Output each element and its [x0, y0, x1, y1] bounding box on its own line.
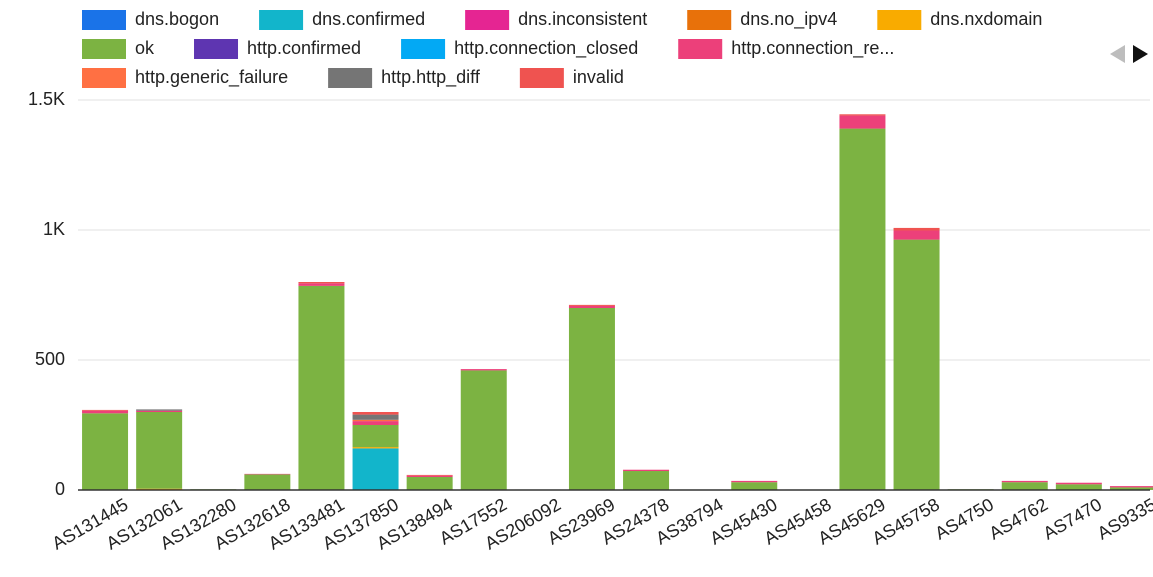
bar-segment [352, 421, 399, 425]
bar-segment [839, 114, 886, 116]
legend-swatch [82, 39, 126, 59]
legend-swatch [877, 10, 922, 30]
bar-segment [82, 409, 129, 411]
legend-swatch [519, 68, 564, 88]
bar-segment [298, 285, 345, 490]
legend-label: dns.bogon [135, 9, 219, 29]
bar-segment [406, 477, 453, 490]
bar-segment [352, 414, 399, 420]
bar-segment [1109, 486, 1153, 488]
legend-swatch [678, 39, 723, 59]
legend-swatch [259, 10, 304, 30]
legend-label: dns.inconsistent [518, 9, 647, 29]
legend-label: dns.no_ipv4 [740, 9, 837, 30]
bar-segment [298, 282, 345, 284]
bar-segment [352, 419, 399, 422]
legend-prev[interactable] [1110, 45, 1125, 63]
bar-segment [136, 410, 183, 412]
bar-segment [893, 239, 940, 490]
bar-segment [352, 425, 399, 448]
bar-segment [460, 369, 507, 371]
bar-segment [1055, 484, 1102, 490]
bar-segment [82, 410, 129, 414]
bar-segment [298, 283, 345, 286]
legend-label: http.connection_re... [731, 38, 894, 59]
bar-segment [406, 474, 453, 476]
legend-swatch [401, 39, 446, 59]
bar-segment [568, 308, 615, 490]
y-tick-label: 0 [55, 479, 65, 499]
x-tick-label: AS7470 [1040, 494, 1105, 543]
bar-segment [352, 448, 399, 490]
bar-segment [352, 412, 399, 415]
bar-segment [244, 474, 291, 490]
bar-segment [1001, 482, 1048, 490]
bar-segment [839, 128, 886, 490]
bar-segment [568, 305, 615, 308]
legend-swatch [82, 68, 126, 88]
legend-swatch [687, 10, 732, 30]
legend-label: http.confirmed [247, 38, 361, 58]
y-tick-label: 1K [43, 219, 65, 239]
bar-segment [460, 370, 507, 490]
bar-segment [82, 413, 129, 490]
legend-label: http.connection_closed [454, 38, 638, 59]
legend-next[interactable] [1133, 45, 1148, 63]
bar-segment [623, 471, 670, 490]
x-tick-label: AS4762 [986, 494, 1051, 543]
bar-segment [136, 412, 183, 489]
bar-segment [1055, 482, 1102, 485]
legend-label: http.generic_failure [135, 67, 288, 88]
y-tick-label: 1.5K [28, 89, 65, 109]
bar-segment [893, 230, 940, 240]
legend-label: ok [135, 38, 155, 58]
bar-segment [1109, 487, 1153, 490]
bar-segment [1001, 480, 1048, 483]
bar-segment [568, 304, 615, 306]
legend-label: http.http_diff [381, 67, 481, 88]
legend-swatch [328, 68, 373, 88]
x-tick-label: AS9335 [1094, 494, 1153, 543]
bar-segment [352, 447, 399, 449]
bar-segment [244, 473, 291, 475]
bar-segment [731, 482, 778, 490]
legend-label: dns.nxdomain [930, 9, 1042, 29]
y-tick-label: 500 [35, 349, 65, 369]
bar-segment [893, 227, 940, 231]
x-tick-label: AS4750 [932, 494, 997, 543]
legend-label: dns.confirmed [312, 9, 425, 29]
legend-swatch [465, 10, 510, 30]
bar-segment [731, 480, 778, 483]
bar-segment [623, 469, 670, 472]
legend-label: invalid [573, 67, 624, 87]
legend-swatch [82, 10, 126, 30]
bar-segment [136, 409, 183, 411]
legend-swatch [194, 39, 239, 59]
bar-segment [406, 475, 453, 477]
bar-segment [839, 115, 886, 129]
